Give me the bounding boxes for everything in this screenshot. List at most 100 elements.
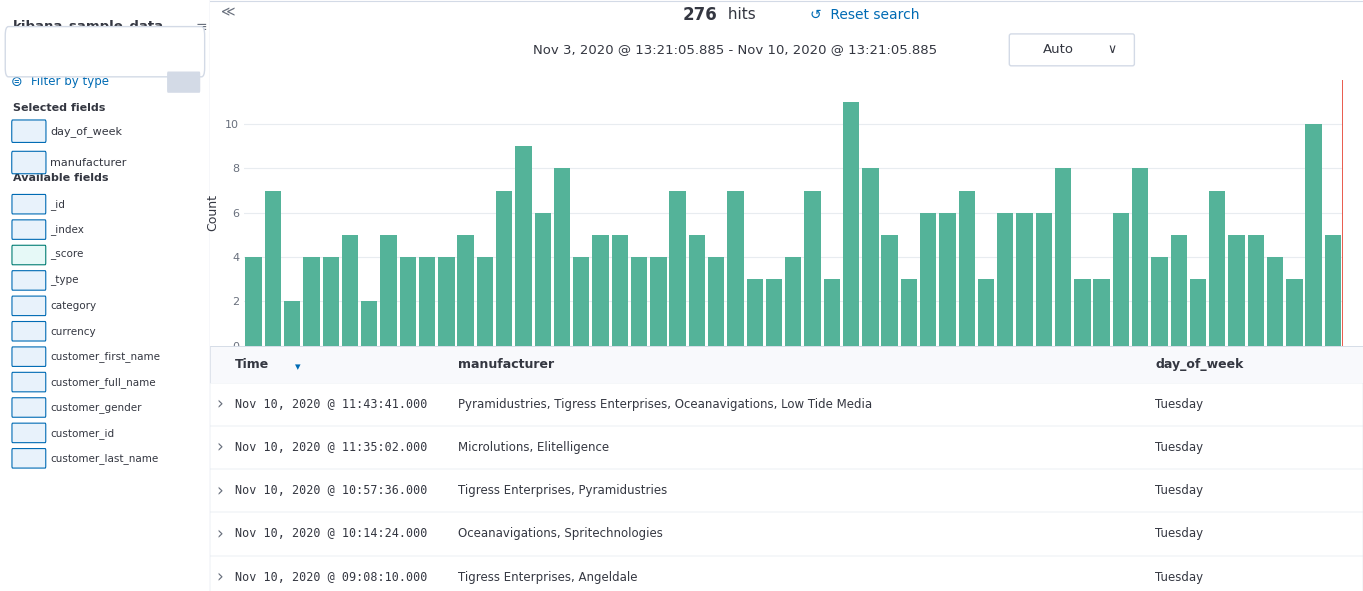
Text: Tigress Enterprises, Pyramidustries: Tigress Enterprises, Pyramidustries — [458, 485, 667, 497]
Bar — [418, 257, 435, 346]
Bar — [284, 301, 300, 346]
Text: ›: › — [217, 525, 224, 543]
Text: Filter by type: Filter by type — [31, 75, 109, 88]
X-axis label: order_date per 3 hours: order_date per 3 hours — [721, 368, 866, 381]
Text: t: t — [27, 352, 31, 362]
Bar — [998, 213, 1014, 346]
Text: 🔍: 🔍 — [23, 47, 27, 56]
Bar — [1017, 213, 1033, 346]
Text: customer_last_name: customer_last_name — [50, 453, 158, 464]
Bar — [1209, 191, 1225, 346]
Text: manufacturer: manufacturer — [458, 358, 553, 371]
Y-axis label: Count: Count — [207, 194, 219, 231]
Text: _index: _index — [50, 225, 85, 235]
Text: Pyramidustries, Tigress Enterprises, Oceanavigations, Low Tide Media: Pyramidustries, Tigress Enterprises, Oce… — [458, 398, 872, 411]
Bar — [766, 280, 782, 346]
Bar — [650, 257, 667, 346]
Bar — [1228, 235, 1244, 346]
Bar — [1036, 213, 1052, 346]
Bar — [303, 257, 320, 346]
Bar — [361, 301, 378, 346]
Text: 276: 276 — [683, 6, 717, 24]
Bar — [1055, 168, 1071, 346]
Bar — [1190, 280, 1206, 346]
Bar — [842, 102, 859, 346]
Bar — [707, 257, 724, 346]
Text: Time: Time — [236, 358, 270, 371]
Text: t: t — [27, 428, 31, 438]
Bar — [612, 235, 628, 346]
FancyBboxPatch shape — [12, 296, 46, 316]
Text: ⊜: ⊜ — [11, 74, 23, 89]
Text: customer_id: customer_id — [50, 428, 114, 439]
Bar — [785, 257, 801, 346]
Text: _score: _score — [50, 251, 83, 260]
Text: #: # — [26, 251, 33, 260]
Bar — [920, 213, 936, 346]
Bar — [515, 147, 532, 346]
Text: hits: hits — [722, 8, 755, 22]
Bar — [939, 213, 955, 346]
Bar — [1093, 280, 1109, 346]
FancyBboxPatch shape — [12, 449, 46, 468]
Text: ›: › — [217, 439, 224, 457]
Text: customer_full_name: customer_full_name — [50, 377, 155, 388]
Bar — [496, 191, 512, 346]
Bar — [669, 191, 686, 346]
Text: Search field names: Search field names — [42, 47, 142, 56]
Text: Auto: Auto — [1043, 43, 1074, 56]
Text: ›: › — [217, 482, 224, 500]
Bar — [728, 191, 744, 346]
Text: t: t — [27, 276, 31, 285]
FancyBboxPatch shape — [12, 423, 46, 443]
Bar — [534, 213, 551, 346]
FancyBboxPatch shape — [12, 245, 46, 265]
Text: day_of_week: day_of_week — [50, 126, 123, 137]
Text: currency: currency — [50, 327, 95, 336]
Bar — [1266, 257, 1284, 346]
FancyBboxPatch shape — [12, 194, 46, 214]
Bar — [342, 235, 358, 346]
Text: t: t — [27, 454, 31, 463]
Text: t: t — [27, 327, 31, 336]
FancyBboxPatch shape — [12, 347, 46, 366]
Bar — [882, 235, 898, 346]
Bar — [553, 168, 570, 346]
Bar — [380, 235, 397, 346]
Text: 0: 0 — [180, 77, 187, 87]
Text: t: t — [27, 158, 31, 167]
FancyBboxPatch shape — [12, 398, 46, 417]
Bar — [1247, 235, 1264, 346]
Bar — [458, 235, 474, 346]
Bar — [323, 257, 339, 346]
FancyBboxPatch shape — [12, 120, 46, 142]
Bar — [1074, 280, 1090, 346]
Bar — [1171, 235, 1187, 346]
Text: ▾: ▾ — [296, 362, 301, 372]
Text: Tuesday: Tuesday — [1156, 485, 1204, 497]
Bar — [1325, 235, 1341, 346]
Bar — [572, 257, 589, 346]
Bar — [1152, 257, 1168, 346]
Text: customer_gender: customer_gender — [50, 402, 142, 413]
FancyBboxPatch shape — [12, 271, 46, 290]
Text: Nov 10, 2020 @ 09:08:10.000: Nov 10, 2020 @ 09:08:10.000 — [236, 571, 428, 583]
Text: ↺  Reset search: ↺ Reset search — [810, 8, 919, 22]
Text: day_of_week: day_of_week — [1156, 358, 1244, 371]
Text: Microlutions, Elitelligence: Microlutions, Elitelligence — [458, 441, 609, 454]
Text: ≪: ≪ — [221, 5, 236, 19]
FancyBboxPatch shape — [12, 322, 46, 341]
Text: t: t — [27, 403, 31, 413]
Bar — [245, 257, 262, 346]
Text: Tuesday: Tuesday — [1156, 528, 1204, 540]
Text: _id: _id — [50, 199, 65, 210]
Text: Selected fields: Selected fields — [12, 103, 105, 113]
Text: manufacturer: manufacturer — [50, 158, 127, 167]
Text: ≡: ≡ — [195, 20, 207, 34]
Bar — [438, 257, 454, 346]
Text: t: t — [27, 378, 31, 387]
Text: t: t — [27, 200, 31, 209]
Text: ›: › — [217, 568, 224, 586]
FancyBboxPatch shape — [12, 372, 46, 392]
Text: t: t — [27, 126, 31, 136]
